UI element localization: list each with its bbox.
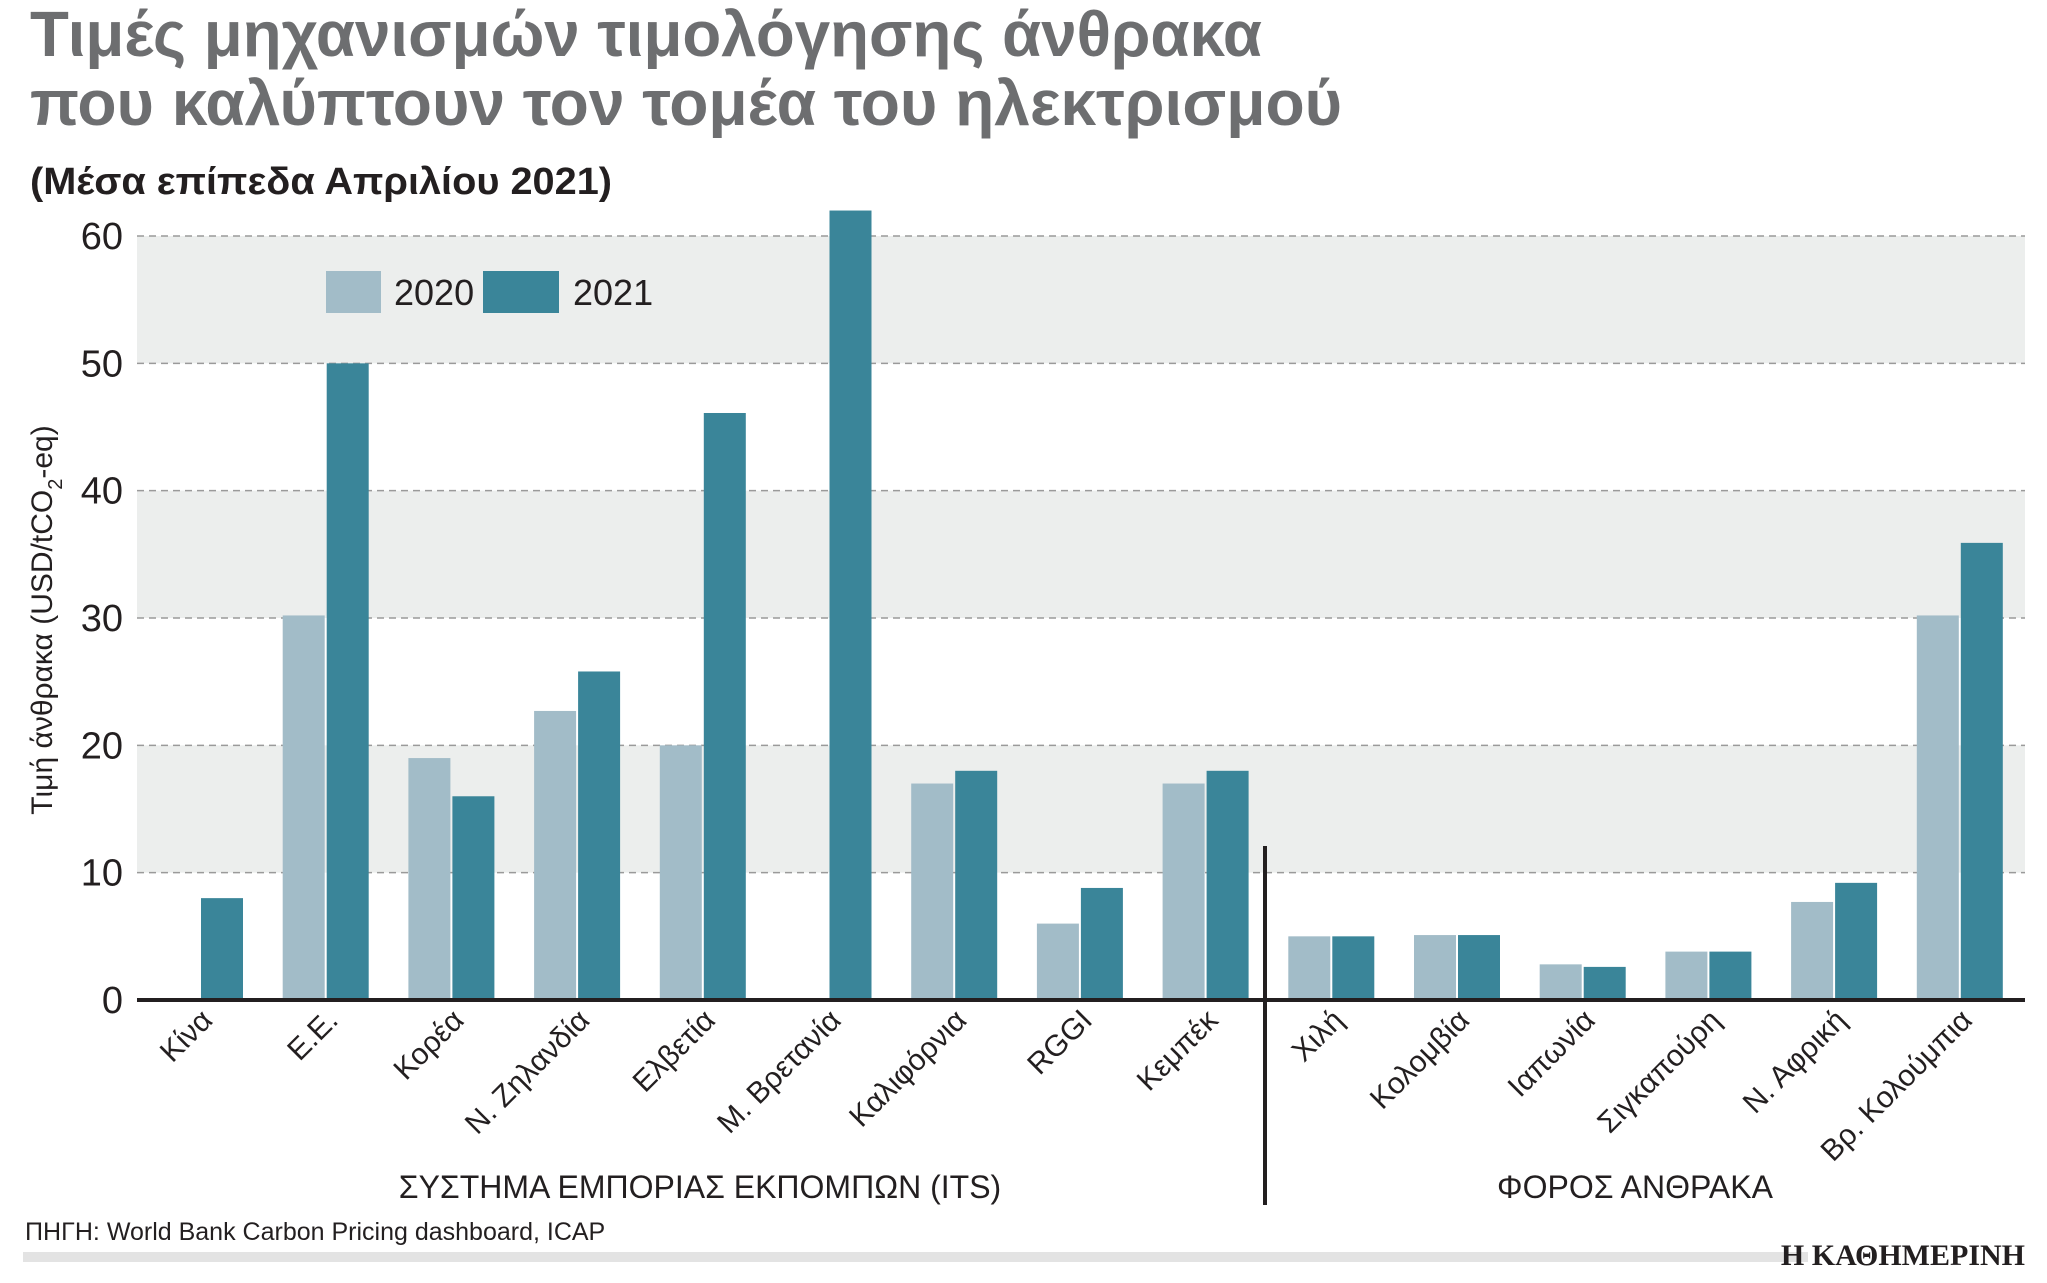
logo: Η ΚΑΘΗΜΕΡΙΝΗ	[1781, 1239, 2025, 1272]
y-tick-label: 0	[102, 980, 123, 1022]
legend-swatch-2020	[326, 271, 381, 313]
bar-2021	[703, 412, 746, 1000]
source-note: ΠΗΓΗ: World Bank Carbon Pricing dashboar…	[25, 1218, 605, 1246]
bar-2021	[452, 796, 495, 1000]
bar-2021	[1835, 882, 1878, 1000]
group-label-carbon-tax: ΦΟΡΟΣ ΑΝΘΡΑΚΑ	[1497, 1169, 1774, 1205]
legend: 2020 2021	[326, 271, 653, 313]
bar-2021	[578, 671, 621, 1000]
chart-title-line1: Τιμές μηχανισμών τιμολόγησης άνθρακα	[30, 0, 1262, 70]
bar-2020	[1414, 935, 1456, 1000]
bar-2021	[1080, 887, 1123, 1000]
gridlines	[137, 235, 2025, 874]
legend-label-2021: 2021	[573, 272, 653, 313]
bar-2020	[1791, 901, 1834, 1000]
bar-2021	[326, 363, 369, 1000]
x-tick-label: Κολομβία	[1364, 1004, 1476, 1116]
y-tick-label: 20	[81, 725, 123, 767]
x-tick-label: Ν. Αφρική	[1737, 1004, 1853, 1120]
y-tick-label: 60	[81, 216, 123, 258]
x-tick-label: RGGI	[1021, 1004, 1099, 1082]
bar-2020	[282, 615, 325, 1000]
bar-2021	[1458, 935, 1500, 1000]
bar-2021	[955, 770, 998, 1000]
background-band	[137, 745, 2025, 873]
bar-2021	[1332, 936, 1375, 1000]
y-tick-labels: 0 10 20 30 40 50 60	[81, 216, 123, 1022]
bar-2020	[534, 710, 577, 1000]
x-tick-label: Χιλή	[1286, 1004, 1351, 1069]
bar-2020	[408, 758, 451, 1000]
x-tick-label: Ν. Ζηλανδία	[459, 1004, 596, 1141]
legend-swatch-2021	[483, 271, 559, 313]
bar-2020	[1288, 936, 1331, 1000]
x-tick-label: Ιαπωνία	[1502, 1004, 1602, 1104]
bars	[201, 210, 2003, 1001]
x-tick-label: Κίνα	[154, 1004, 219, 1069]
bar-2021	[1583, 966, 1626, 1000]
legend-label-2020: 2020	[394, 272, 474, 313]
x-tick-label: Ε.Ε.	[281, 1004, 344, 1067]
x-tick-label: Ελβετία	[627, 1004, 722, 1099]
chart-title-line2: που καλύπτουν τον τομέα του ηλεκτρισμού	[30, 67, 1342, 139]
chart-subtitle: (Μέσα επίπεδα Απριλίου 2021)	[30, 161, 612, 203]
bar-2021	[829, 210, 872, 1001]
footer-bar	[23, 1252, 1808, 1262]
bar-2020	[1665, 951, 1708, 1000]
bar-2021	[1709, 951, 1752, 1000]
x-tick-label: Κεμπέκ	[1131, 1003, 1226, 1098]
background-band	[137, 490, 2025, 618]
bar-2020	[1162, 783, 1205, 1000]
background-band	[137, 236, 2025, 364]
x-tick-label: Σιγκαπούρη	[1591, 1004, 1727, 1140]
y-tick-label: 40	[81, 471, 123, 513]
bar-2020	[1539, 964, 1582, 1000]
group-label-ets: ΣΥΣΤΗΜΑ ΕΜΠΟΡΙΑΣ ΕΚΠΟΜΠΩΝ (ITS)	[399, 1169, 1001, 1205]
background-bands	[137, 236, 2025, 873]
x-tick-label: Καλιφόρνια	[843, 1004, 973, 1134]
y-tick-label: 50	[81, 343, 123, 385]
bar-2021	[201, 898, 243, 1000]
bar-2021	[1206, 770, 1249, 1000]
x-tick-label: Μ. Βρετανία	[711, 1004, 847, 1140]
bar-2020	[659, 745, 702, 1000]
bar-2020	[1916, 615, 1959, 1000]
y-tick-label: 10	[81, 853, 123, 895]
y-axis-title: Τιμή άνθρακα (USD/tCO2-eq)	[26, 425, 67, 814]
x-tick-label: Κορέα	[388, 1004, 471, 1087]
bar-2020	[1036, 923, 1079, 1000]
y-tick-label: 30	[81, 598, 123, 640]
bar-2020	[911, 783, 954, 1000]
bar-2021	[1960, 542, 2003, 1000]
